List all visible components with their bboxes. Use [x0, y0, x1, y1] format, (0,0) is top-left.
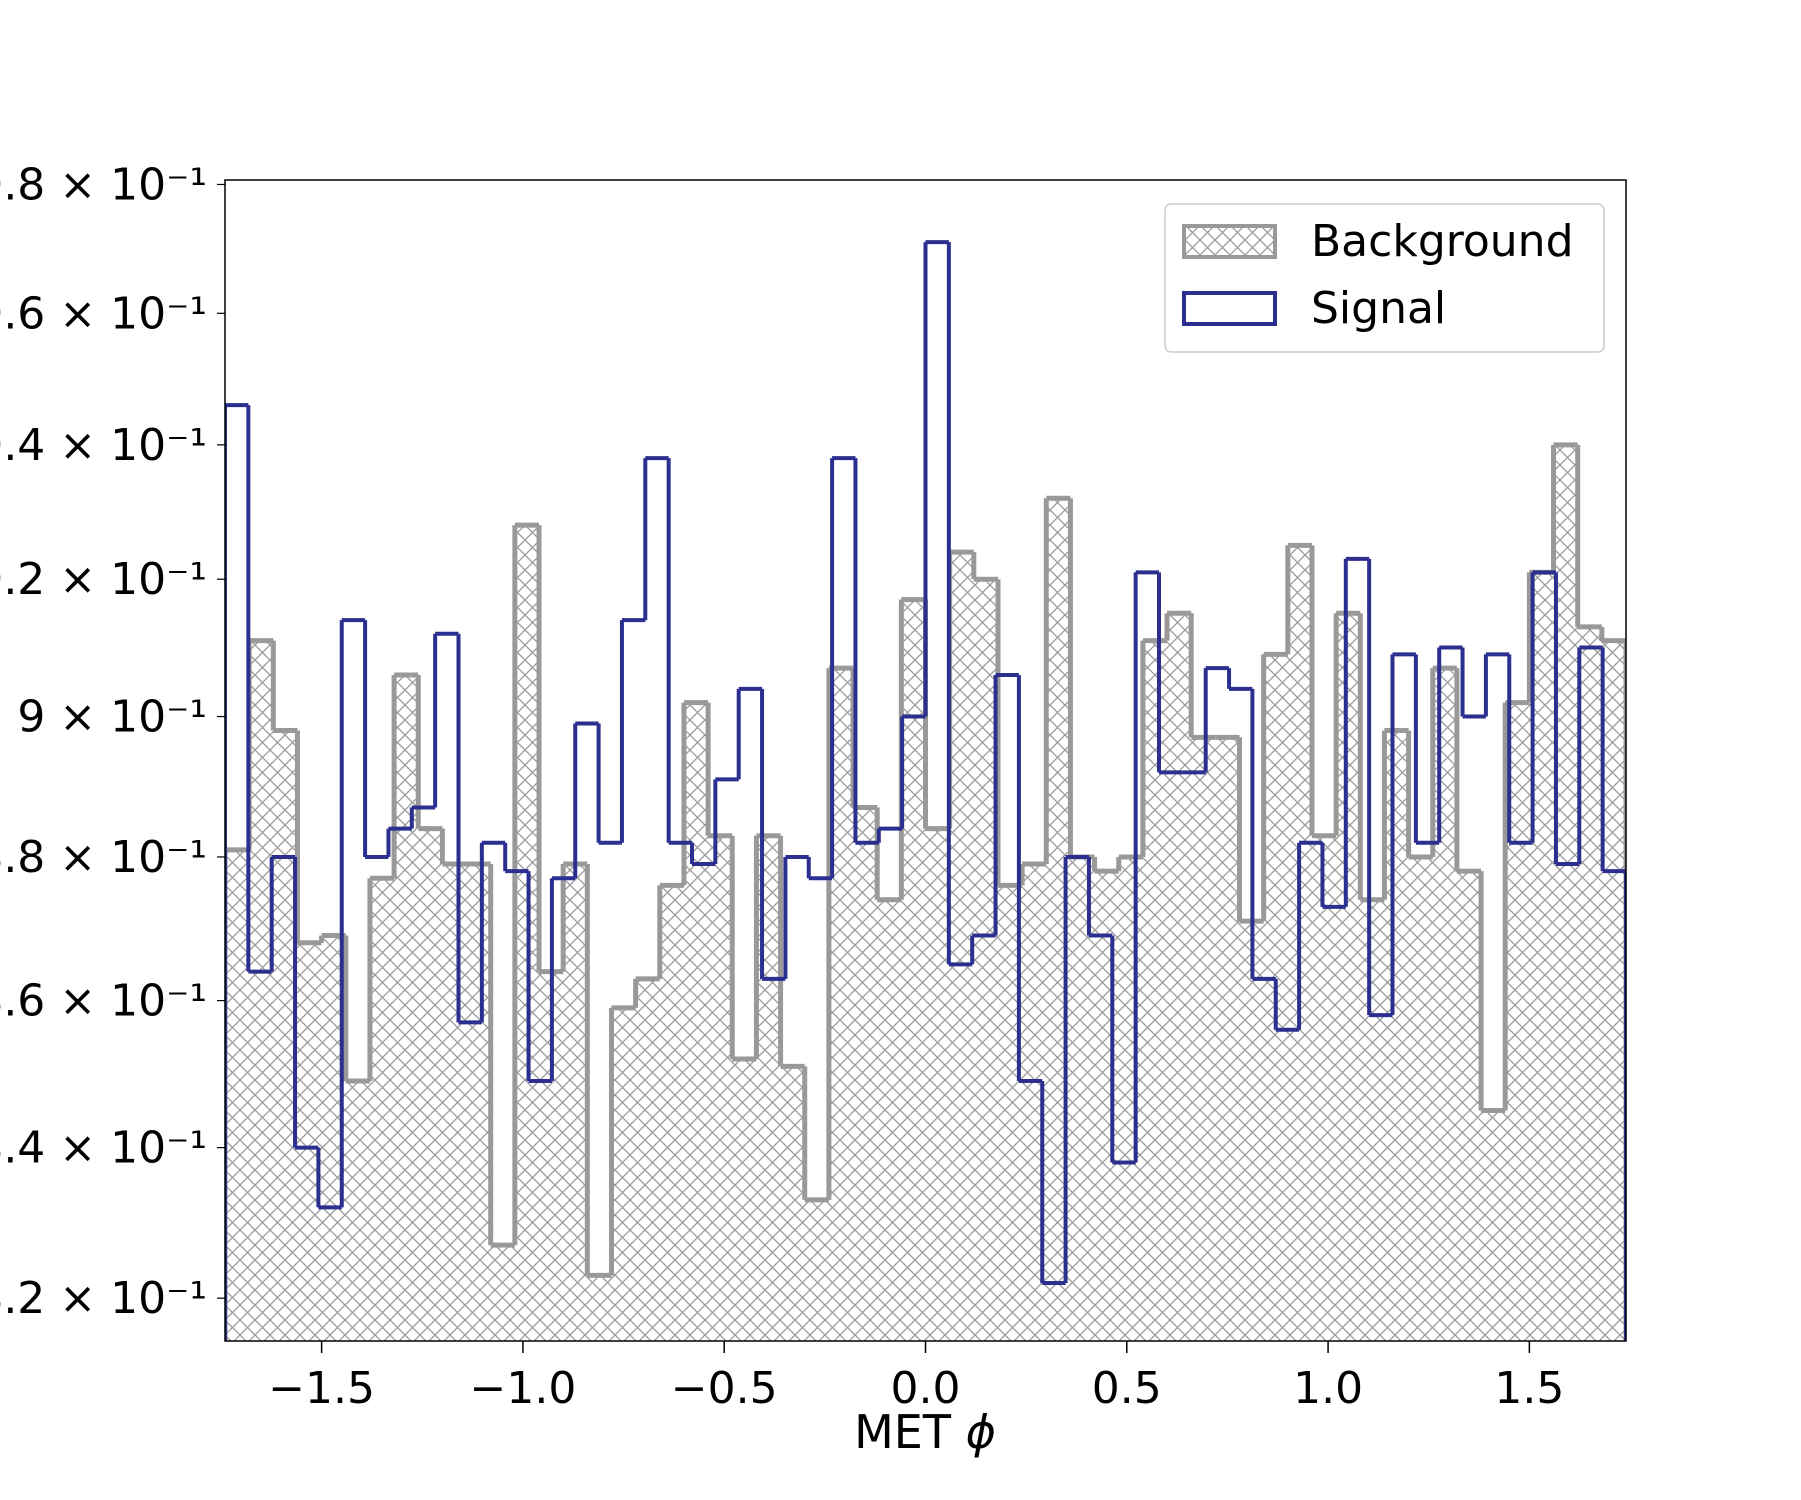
signal-series: [225, 240, 1626, 1341]
x-tick-label: −1.5: [268, 1363, 375, 1414]
x-tick-label: 1.5: [1494, 1363, 1564, 1414]
x-axis-label-symbol: ϕ: [966, 1405, 996, 1459]
x-axis-label-text: MET: [854, 1405, 952, 1459]
legend-signal-label: Signal: [1311, 283, 1446, 334]
y-tick-label: 8.8 × 10⁻¹: [0, 832, 207, 883]
x-tick-label: 0.0: [891, 1363, 961, 1414]
plot-area: [225, 240, 1626, 1341]
x-tick-label: −1.0: [469, 1363, 576, 1414]
y-tick-label: 9.6 × 10⁻¹: [0, 288, 207, 339]
y-tick-label: 9.2 × 10⁻¹: [0, 554, 207, 605]
x-axis-label: MET ϕ: [854, 1405, 996, 1459]
legend-background-swatch: [1182, 224, 1277, 259]
background-series: [225, 442, 1626, 1341]
legend-background-label: Background: [1311, 216, 1574, 267]
x-tick-label: 0.5: [1092, 1363, 1162, 1414]
y-tick-label: 8.4 × 10⁻¹: [0, 1123, 207, 1174]
legend: Background Signal: [1164, 203, 1605, 353]
legend-signal-swatch: [1182, 291, 1277, 326]
x-axis: −1.5 −1.0 −0.5 0.0 0.5 1.0 1.5: [268, 1341, 1564, 1414]
y-tick-label: 9 × 10⁻¹: [17, 692, 207, 743]
x-tick-label: −0.5: [671, 1363, 778, 1414]
y-tick-label: 9.4 × 10⁻¹: [0, 420, 207, 471]
y-tick-label: 8.2 × 10⁻¹: [0, 1273, 207, 1324]
x-tick-label: 1.0: [1293, 1363, 1363, 1414]
y-tick-label: 8.6 × 10⁻¹: [0, 976, 207, 1027]
background-hatch-fill: [225, 444, 1626, 1341]
y-axis: 8.2 × 10⁻¹ 8.4 × 10⁻¹ 8.6 × 10⁻¹ 8.8 × 10⁻¹…: [0, 159, 225, 1324]
y-tick-label: 9.8 × 10⁻¹: [0, 159, 207, 210]
